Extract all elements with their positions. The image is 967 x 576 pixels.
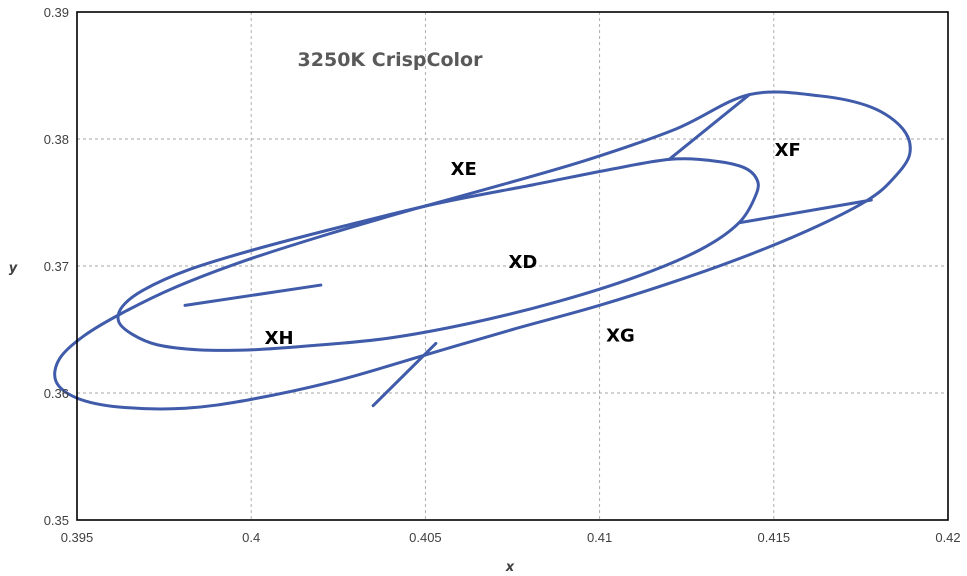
y-axis-label: y	[9, 261, 18, 276]
y-tick-label: 0.37	[44, 259, 69, 274]
divider-line	[667, 93, 751, 161]
tick-labels: 0.395 0.4 0.405 0.41 0.415 0.42 0.35 0.36 0.37 0.…	[44, 5, 961, 545]
divider-line	[737, 198, 873, 225]
x-axis-label: x	[505, 560, 515, 575]
region-label-xd: XD	[509, 252, 538, 273]
y-tick-label: 0.35	[44, 513, 69, 528]
boundary-ellipse	[116, 157, 760, 352]
plot-frame	[76, 11, 949, 521]
y-tick-label: 0.39	[44, 5, 69, 20]
region-label-xe: XE	[451, 159, 477, 180]
x-tick-label: 0.395	[61, 530, 94, 545]
x-tick-label: 0.405	[409, 530, 442, 545]
divider-line	[183, 283, 323, 307]
region-label-xh: XH	[265, 328, 294, 349]
region-label-xf: XF	[775, 140, 801, 161]
divider-line	[371, 341, 438, 408]
region-labels: XD XE XF XG XH	[265, 140, 801, 349]
x-tick-label: 0.41	[587, 530, 612, 545]
x-tick-label: 0.42	[935, 530, 960, 545]
boundary-ellipse	[53, 90, 912, 411]
grid	[77, 12, 948, 520]
region-label-xg: XG	[606, 326, 635, 347]
chart-title: 3250K CrispColor	[298, 49, 484, 71]
x-tick-label: 0.4	[242, 530, 260, 545]
x-tick-label: 0.415	[758, 530, 791, 545]
series-layer	[53, 90, 912, 411]
y-tick-label: 0.36	[44, 386, 69, 401]
y-tick-label: 0.38	[44, 132, 69, 147]
